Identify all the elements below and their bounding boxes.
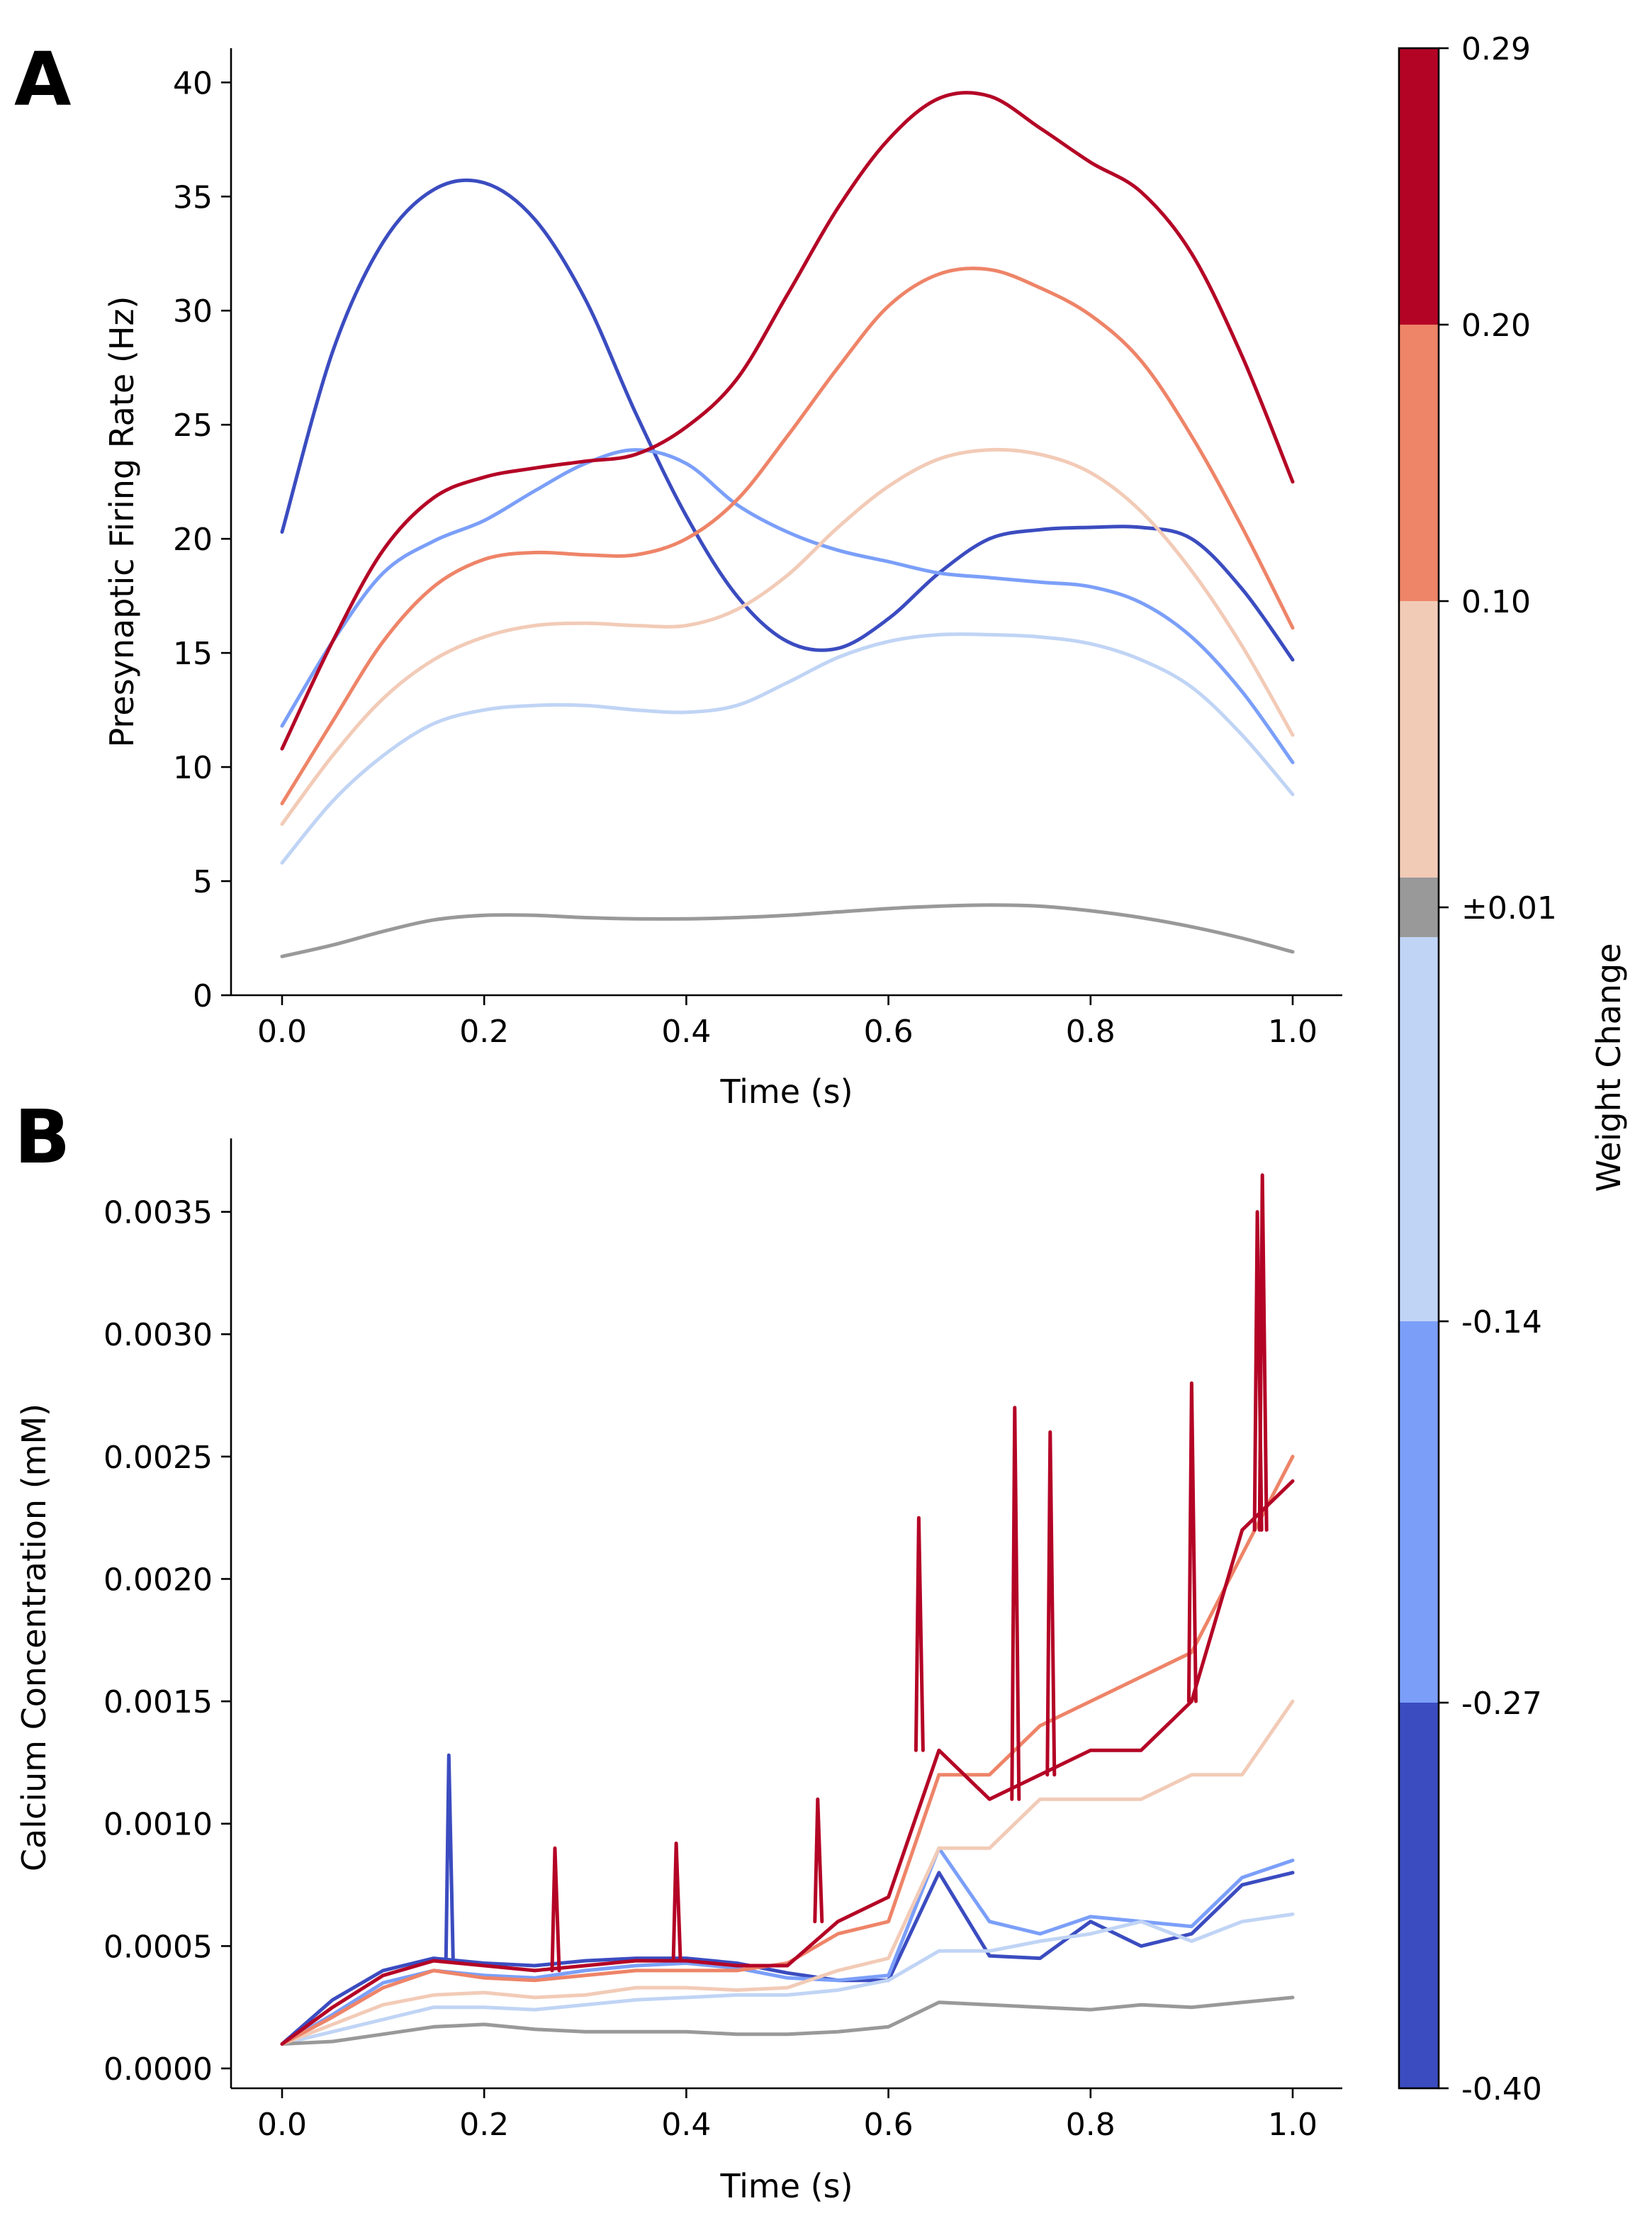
x-tick-label: 0.4 [661, 2107, 711, 2143]
series-line-w_m040 [280, 178, 1295, 662]
series-line-w_m014 [280, 1912, 1295, 2046]
calcium-spike [1257, 1173, 1269, 1532]
calcium-spike [813, 1797, 824, 1924]
panel-a-x-label: Time (s) [719, 1072, 853, 1111]
y-tick-label: 5 [193, 864, 213, 900]
panel-b-y-ticks: 0.0000 0.0005 0.0010 0.0015 0.0020 0.0025 0.00… [103, 1195, 231, 2088]
y-tick-label: 0.0010 [103, 1807, 213, 1843]
series-line-w_m040 [280, 1871, 1295, 2046]
x-tick-label: 0.2 [459, 1014, 509, 1050]
y-tick-label: 10 [173, 750, 213, 786]
panel-a-y-ticks: 0 5 10 15 20 25 30 35 40 [173, 65, 231, 1014]
colorbar: 0.29 0.20 0.10 ±0.01 -0.14 -0.27 -0.40 Weight … [1398, 31, 1628, 2107]
calcium-spike [444, 1753, 455, 1961]
y-tick-label: 0.0025 [103, 1440, 213, 1476]
colorbar-border [1398, 47, 1440, 2090]
panel-b-x-ticks: 0.0 0.2 0.4 0.6 0.8 1.0 [257, 2088, 1317, 2143]
y-tick-label: 35 [173, 179, 213, 215]
y-tick-label: 0.0020 [103, 1562, 213, 1598]
colorbar-band-w_m040 [1399, 1703, 1439, 2088]
y-tick-label: 30 [173, 293, 213, 330]
colorbar-tick-label: 0.20 [1461, 308, 1531, 344]
y-tick-label: 0.0000 [103, 2051, 213, 2088]
series-line-w_p001 [280, 903, 1295, 958]
y-tick-label: 0 [193, 978, 213, 1014]
x-tick-label: 0.6 [864, 1014, 914, 1050]
y-tick-label: 0.0015 [103, 1684, 213, 1720]
colorbar-tick-label: ±0.01 [1461, 890, 1557, 926]
colorbar-ticks: 0.29 0.20 0.10 ±0.01 -0.14 -0.27 -0.40 [1439, 31, 1557, 2107]
x-tick-label: 0.8 [1066, 1014, 1116, 1050]
y-tick-label: 25 [173, 408, 213, 444]
panel-a-x-ticks: 0.0 0.2 0.4 0.6 0.8 1.0 [257, 995, 1317, 1050]
colorbar-band-w_p020 [1399, 325, 1439, 601]
series-line-w_m014 [280, 632, 1295, 865]
series-line-w_p001 [280, 1995, 1295, 2046]
series-line-w_p029 [280, 1479, 1295, 2046]
panel-a-y-label: Presynaptic Firing Rate (Hz) [103, 296, 141, 748]
y-tick-label: 0.0005 [103, 1929, 213, 1965]
y-tick-label: 0.0035 [103, 1195, 213, 1231]
x-tick-label: 0.6 [864, 2107, 914, 2143]
colorbar-tick-label: -0.27 [1461, 1686, 1542, 1722]
series-line-w_p020 [280, 267, 1295, 806]
calcium-spike [1045, 1430, 1057, 1777]
panel-letter-b: B [14, 1094, 70, 1180]
panel-letter-a: A [14, 36, 72, 123]
series-line-w_p029 [280, 91, 1295, 751]
y-tick-label: 40 [173, 65, 213, 101]
panel-a-series-group [280, 91, 1295, 958]
x-tick-label: 0.8 [1066, 2107, 1116, 2143]
calcium-spike [914, 1516, 925, 1752]
panel-b-series-group [280, 1173, 1295, 2046]
x-tick-label: 0.4 [661, 1014, 711, 1050]
x-tick-label: 1.0 [1268, 1014, 1317, 1050]
colorbar-tick-label: -0.14 [1461, 1304, 1542, 1340]
colorbar-band-w_p001 [1399, 878, 1439, 937]
colorbar-band-w_p029 [1399, 48, 1439, 325]
colorbar-band-w_m014 [1399, 937, 1439, 1321]
colorbar-band-w_p010 [1399, 601, 1439, 878]
calcium-spike [671, 1841, 682, 1963]
series-line-w_p010 [280, 447, 1295, 827]
colorbar-tick-label: -0.40 [1461, 2071, 1542, 2107]
panel-b-y-label: Calcium Concentration (mM) [15, 1404, 53, 1871]
calcium-spike [1010, 1406, 1021, 1801]
colorbar-label: Weight Change [1590, 943, 1628, 1192]
y-tick-label: 0.0030 [103, 1317, 213, 1353]
y-tick-label: 20 [173, 522, 213, 558]
calcium-spike [1186, 1381, 1198, 1703]
colorbar-tick-label: 0.29 [1461, 31, 1531, 67]
x-tick-label: 1.0 [1268, 2107, 1317, 2143]
panel-b-x-label: Time (s) [719, 2167, 853, 2205]
x-tick-label: 0.2 [459, 2107, 509, 2143]
y-tick-label: 15 [173, 636, 213, 672]
panel-a-chart: 0.0 0.2 0.4 0.6 0.8 1.0 0 5 10 15 20 25 30 35 40 Time… [103, 48, 1342, 1111]
calcium-spike [550, 1846, 561, 1973]
x-tick-label: 0.0 [257, 2107, 307, 2143]
colorbar-bands [1399, 48, 1439, 2088]
colorbar-band-w_m027 [1399, 1321, 1439, 1703]
panel-b-chart: 0.0 0.2 0.4 0.6 0.8 1.0 0.00000.00050.00100.0… [15, 1138, 1342, 2205]
colorbar-tick-label: 0.10 [1461, 584, 1531, 620]
series-line-w_m027 [280, 448, 1295, 765]
series-line-w_p020 [280, 1455, 1295, 2046]
series-line-w_p010 [280, 1699, 1295, 2046]
x-tick-label: 0.0 [257, 1014, 307, 1050]
